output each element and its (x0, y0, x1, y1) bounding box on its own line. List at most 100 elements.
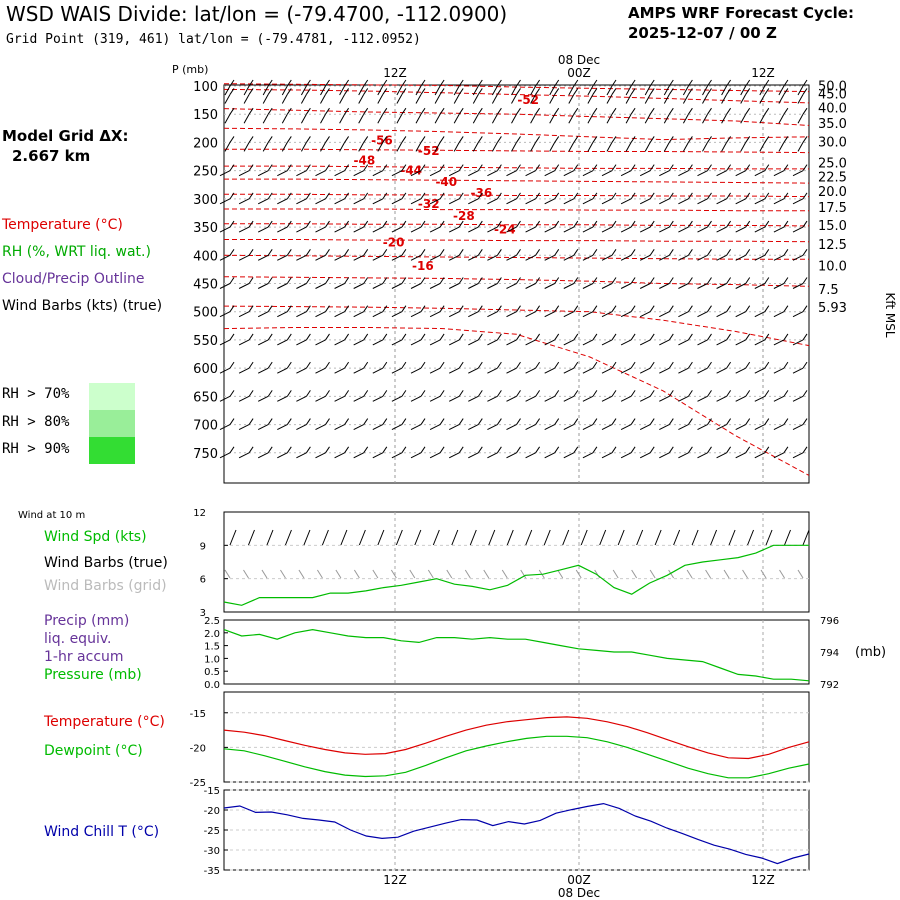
wind-barb-flag (687, 88, 693, 95)
wind-barb-flag (325, 249, 330, 256)
wind-barb-flag (516, 220, 521, 228)
wind-barb-shaft (582, 452, 594, 459)
wind-barb-shaft (639, 170, 651, 177)
wind-barb-shaft (353, 339, 364, 346)
wind-barb-flag (592, 333, 598, 341)
temperature-contour-label: -52 (418, 144, 440, 158)
wind-barb-shaft (773, 424, 785, 431)
legend-rh: RH (%, WRT liq. wat.) (2, 244, 151, 260)
wind-barb-flag (248, 277, 254, 284)
wind-barb-flag (401, 220, 407, 228)
wind-speed-line (223, 544, 809, 606)
wind-barb-shaft (296, 452, 307, 459)
wind-barb-flag (745, 418, 751, 425)
wind-barb-shaft (606, 94, 613, 104)
wind-barb-flag (535, 164, 541, 171)
wind-barb-shaft (792, 170, 804, 177)
wind-barb-flag (248, 361, 254, 369)
wind-barb-shaft (759, 113, 766, 124)
wind-barb-shaft (678, 170, 689, 177)
height-tick-label: 20.0 (818, 185, 847, 200)
wind-barb-flag (592, 249, 598, 256)
wind-barb-shaft (659, 452, 670, 459)
wind-barb-shaft (563, 283, 575, 289)
wind-barb-shaft (601, 198, 613, 205)
wind-barb-flag (573, 277, 579, 284)
wind-barb-shaft (448, 339, 460, 346)
wind-barb-shaft (639, 283, 651, 289)
wind-barb-shaft (487, 339, 498, 346)
wind-barb-flag (783, 446, 789, 454)
wind-barb-flag (420, 79, 426, 87)
wind-barb-flag (802, 79, 808, 87)
model-grid-value: 2.667 km (12, 147, 91, 165)
top-tick-12z-2: 12Z (751, 66, 775, 80)
wind-barb-shaft (334, 226, 345, 233)
wind-barb-flag (267, 192, 273, 200)
wind10m-grid-barb (316, 569, 323, 579)
wind-tick-label: 9 (200, 541, 206, 552)
wind-barb-shaft (506, 198, 517, 205)
wind-barb-shaft (472, 113, 479, 124)
wind-barb-shaft (525, 198, 536, 205)
wind-barb-shaft (639, 198, 651, 205)
wind-barb-shaft (391, 170, 403, 177)
wind-barb-flag (477, 333, 483, 341)
wind-barb-flag (382, 220, 388, 228)
wind-barb-flag (573, 418, 579, 425)
wind-barb-shaft (639, 367, 651, 374)
wind-barb-flag (611, 107, 617, 115)
precip-label: Precip (mm) (44, 613, 130, 629)
wind-barb-shaft (410, 452, 422, 459)
wind-barb-flag (401, 107, 407, 115)
wind-barb-shaft (377, 85, 384, 96)
temperature-contour (223, 254, 809, 260)
wind-barb-flag (535, 192, 541, 200)
wind-barb-shaft (625, 113, 632, 124)
wind-barb-flag (286, 361, 292, 369)
dewpoint-line (223, 735, 810, 779)
wind-barb-shaft (525, 170, 536, 177)
wind-barb-shaft (697, 170, 708, 177)
wind-barb-flag (764, 305, 770, 312)
wind-barb-shaft (563, 367, 575, 374)
wind-barb-shaft (644, 94, 651, 104)
wind-barb-flag (726, 277, 732, 284)
wind-barb-shaft (257, 283, 269, 289)
wind-barb-flag (382, 79, 388, 87)
wind-barb-flag (344, 249, 350, 256)
wind-barb-shaft (296, 283, 307, 289)
wind-barb-shaft (697, 226, 708, 233)
wind10m-grid-barb (520, 569, 527, 579)
wind-barb-shaft (410, 339, 422, 346)
wind-barb-shaft (391, 198, 403, 205)
wind-barb-flag (783, 220, 789, 228)
temp-panel-frame (223, 691, 810, 783)
wind-barb-shaft (735, 198, 746, 205)
wind-barb-flag (382, 277, 388, 284)
wind10m-barb (506, 529, 514, 546)
wind-barb-flag (305, 79, 311, 87)
wind-barb-shaft (238, 198, 250, 205)
wind-barb-shaft (468, 452, 479, 459)
rh-70-swatch (89, 383, 135, 410)
wind-barb-shaft (315, 283, 326, 289)
wind-barb-shaft (601, 367, 613, 374)
wind-barb-shaft (257, 254, 269, 261)
wind-barb-shaft (281, 94, 288, 104)
wind-barb-flag (707, 277, 712, 284)
wind-barb-shaft (697, 452, 708, 459)
wind-barb-shaft (415, 85, 422, 96)
wind-barb-flag (344, 390, 350, 397)
wind-barb-shaft (468, 198, 479, 205)
wind-barb-flag (745, 277, 751, 284)
wind-barb-flag (248, 249, 254, 256)
wind-barb-shaft (434, 113, 441, 124)
wind-barb-flag (649, 164, 655, 171)
temperature-contour (223, 305, 810, 347)
wind-barb-flag (592, 192, 598, 200)
wind-barb-flag (420, 192, 426, 200)
wind-barb-shaft (544, 452, 555, 459)
wind-barb-flag (764, 220, 770, 228)
wind-barb-flag (267, 88, 273, 95)
